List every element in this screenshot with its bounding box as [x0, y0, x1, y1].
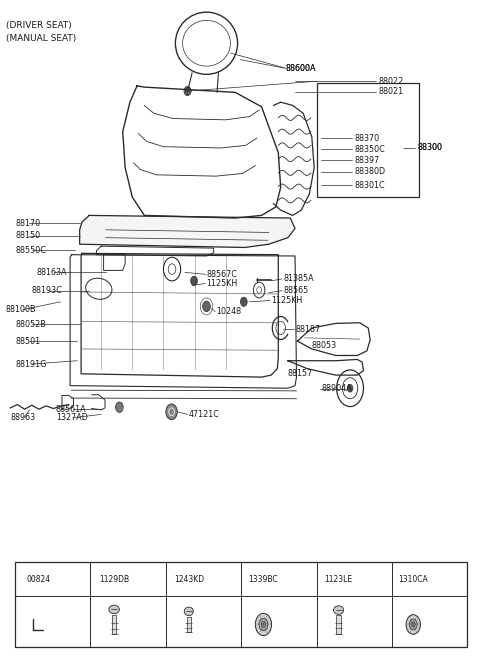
Polygon shape — [80, 215, 295, 247]
Text: 1310CA: 1310CA — [398, 575, 428, 584]
Text: 88191G: 88191G — [15, 359, 47, 369]
Text: 88150: 88150 — [15, 231, 40, 240]
Circle shape — [409, 619, 417, 630]
Text: 88100B: 88100B — [5, 305, 36, 314]
Text: 88021: 88021 — [379, 87, 404, 96]
Text: 88300: 88300 — [417, 144, 442, 152]
Text: 1129DB: 1129DB — [99, 575, 129, 584]
Text: 10248: 10248 — [216, 307, 241, 316]
Text: 00824: 00824 — [27, 575, 51, 584]
Circle shape — [259, 619, 268, 630]
Bar — [187, 617, 191, 632]
Text: 1327AD: 1327AD — [56, 413, 88, 422]
Text: 47121C: 47121C — [188, 410, 219, 419]
Circle shape — [184, 87, 191, 96]
Bar — [15, 562, 468, 647]
Circle shape — [203, 301, 210, 312]
Bar — [317, 83, 420, 197]
Text: 1125KH: 1125KH — [271, 296, 302, 305]
Text: 88600A: 88600A — [286, 64, 316, 73]
Text: 88187: 88187 — [295, 325, 320, 334]
Text: 1243KD: 1243KD — [174, 575, 204, 584]
Ellipse shape — [184, 607, 193, 615]
Text: 81385A: 81385A — [283, 274, 314, 283]
Circle shape — [261, 621, 266, 628]
Circle shape — [347, 384, 353, 392]
Ellipse shape — [334, 606, 344, 614]
Circle shape — [406, 615, 420, 634]
Text: 88301C: 88301C — [355, 181, 385, 190]
Text: 88550C: 88550C — [15, 245, 46, 255]
Text: 88567C: 88567C — [206, 270, 238, 279]
Ellipse shape — [109, 605, 120, 613]
Circle shape — [185, 87, 191, 95]
Text: 88600A: 88600A — [286, 64, 316, 73]
Text: 88397: 88397 — [355, 156, 380, 165]
Text: 88052B: 88052B — [15, 319, 46, 329]
Text: 88300: 88300 — [417, 144, 442, 152]
Text: 88053: 88053 — [312, 341, 337, 350]
Text: 88157: 88157 — [288, 369, 313, 379]
Text: 88370: 88370 — [355, 134, 380, 142]
Circle shape — [116, 402, 123, 413]
Text: 88193C: 88193C — [32, 286, 62, 295]
Text: 88565: 88565 — [283, 286, 308, 295]
Text: 1339BC: 1339BC — [249, 575, 278, 584]
Text: (MANUAL SEAT): (MANUAL SEAT) — [6, 34, 77, 43]
Text: 88963: 88963 — [10, 413, 36, 422]
Bar — [336, 615, 341, 634]
Text: 88561A: 88561A — [56, 405, 86, 414]
Text: 1125KH: 1125KH — [206, 279, 238, 288]
Circle shape — [240, 297, 247, 306]
Text: 1123LE: 1123LE — [324, 575, 353, 584]
Text: 88170: 88170 — [15, 218, 40, 228]
Bar — [112, 615, 116, 634]
Text: 88501: 88501 — [15, 337, 40, 346]
Text: 88904A: 88904A — [322, 384, 352, 394]
Text: 88022: 88022 — [379, 77, 404, 86]
Circle shape — [166, 404, 177, 420]
Text: (DRIVER SEAT): (DRIVER SEAT) — [6, 21, 72, 30]
Circle shape — [191, 276, 197, 285]
Text: 88380D: 88380D — [355, 167, 386, 176]
Circle shape — [255, 613, 272, 636]
Circle shape — [411, 622, 415, 627]
Text: 88163A: 88163A — [36, 268, 67, 277]
Text: 88350C: 88350C — [355, 145, 385, 154]
